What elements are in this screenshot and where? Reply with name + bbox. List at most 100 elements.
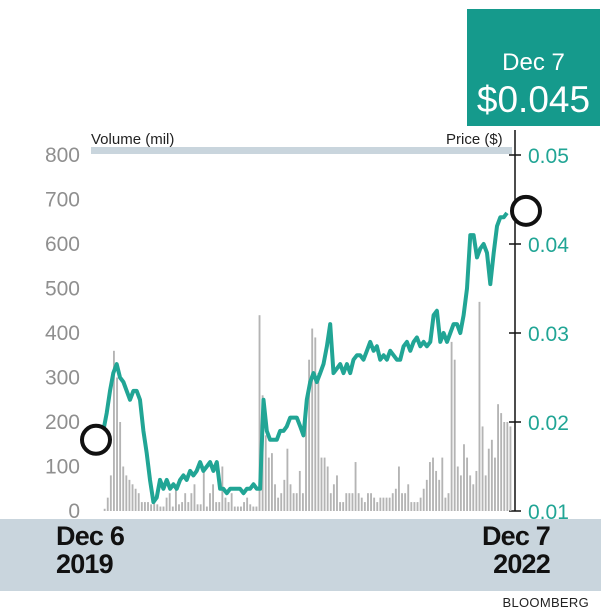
volume-bar: [428, 462, 431, 511]
price-tick-label: 0.04: [528, 234, 569, 257]
volume-bar: [125, 475, 128, 511]
volume-bar: [376, 502, 379, 511]
volume-bar: [249, 504, 252, 511]
volume-tick-label: 0: [68, 500, 80, 523]
volume-bar: [128, 479, 131, 511]
volume-bar: [317, 373, 320, 511]
volume-bar: [168, 493, 171, 511]
x-start-line1: Dec 6: [56, 521, 125, 551]
volume-bar: [345, 493, 348, 511]
volume-tick-label: 100: [45, 456, 80, 479]
volume-bar: [360, 497, 363, 511]
volume-bar: [271, 453, 273, 511]
volume-bar: [308, 359, 311, 511]
end-marker: [510, 194, 542, 227]
volume-bar: [453, 359, 456, 511]
x-end-label: Dec 7 2022: [470, 522, 551, 578]
volume-bar: [388, 497, 391, 511]
volume-bar: [382, 497, 385, 511]
volume-bar: [484, 475, 487, 511]
volume-bar: [230, 493, 233, 511]
volume-bar: [326, 466, 329, 511]
volume-bar: [227, 502, 230, 511]
x-start-line2: 2019: [56, 549, 114, 579]
volume-bar: [143, 502, 146, 511]
x-start-label: Dec 6 2019: [56, 521, 125, 579]
volume-bar: [367, 493, 369, 511]
volume-bar: [202, 470, 205, 511]
volume-bar: [404, 493, 407, 511]
volume-bar: [348, 493, 351, 511]
volume-bar: [320, 457, 323, 511]
volume-bar: [277, 497, 280, 511]
price-tick-labels: 0.01 0.02 0.03 0.04 0.05: [509, 145, 569, 524]
x-axis-band: [0, 519, 601, 591]
volume-bar: [357, 493, 360, 511]
volume-bar: [503, 422, 506, 511]
volume-bar: [311, 328, 314, 511]
volume-bar: [292, 493, 295, 511]
volume-axis-label: Volume (mil): [91, 131, 175, 148]
price-tick-label: 0.02: [528, 412, 569, 435]
volume-bar: [481, 426, 484, 511]
volume-bar: [506, 422, 509, 511]
volume-bar: [301, 493, 304, 511]
volume-bar: [240, 506, 242, 511]
volume-bar: [478, 301, 481, 511]
volume-tick-label: 700: [45, 189, 80, 212]
volume-bar: [401, 493, 403, 511]
volume-bar: [323, 457, 326, 511]
source-credit: BLOOMBERG: [502, 595, 589, 610]
volume-bar: [475, 470, 478, 511]
volume-bar: [456, 466, 459, 511]
price-tick-label: 0.05: [528, 145, 569, 168]
volume-bar: [295, 493, 298, 511]
volume-bar: [425, 479, 428, 511]
volume-bar: [205, 506, 208, 511]
volume-bar: [487, 448, 490, 511]
volume-bar: [233, 506, 236, 511]
volume-bar: [472, 484, 475, 511]
volume-bar: [187, 502, 190, 511]
volume-bar: [500, 413, 503, 511]
volume-bar: [156, 504, 159, 511]
volume-bar: [134, 488, 137, 511]
price-callout: Dec 7 $0.045: [467, 9, 600, 126]
volume-bar: [407, 484, 410, 511]
volume-bar: [370, 493, 372, 511]
callout-date: Dec 7: [502, 49, 565, 76]
volume-bar: [159, 506, 162, 511]
volume-bar: [283, 479, 286, 511]
volume-bar: [286, 448, 289, 511]
volume-bar: [212, 484, 214, 511]
volume-bar: [413, 502, 416, 511]
volume-bar: [243, 502, 245, 511]
volume-bar: [113, 350, 115, 511]
volume-tick-label: 500: [45, 278, 80, 301]
volume-bar: [255, 506, 258, 511]
volume-bar: [398, 466, 400, 511]
start-marker: [80, 423, 112, 456]
volume-bar: [469, 475, 472, 511]
volume-tick-label: 200: [45, 411, 80, 434]
volume-bar: [267, 457, 270, 511]
volume-bar: [252, 506, 255, 511]
volume-tick-label: 800: [45, 144, 80, 167]
volume-bar: [122, 466, 125, 511]
volume-bar: [162, 506, 165, 511]
volume-bar: [441, 457, 444, 511]
volume-bar: [497, 404, 499, 511]
volume-tick-label: 300: [45, 367, 80, 390]
volume-bar: [444, 497, 447, 511]
volume-bar: [196, 504, 199, 511]
volume-bar: [103, 508, 106, 511]
price-axis-label: Price ($): [446, 131, 503, 148]
volume-bar: [419, 497, 422, 511]
volume-bar: [394, 488, 397, 511]
volume-bar: [466, 457, 469, 511]
volume-bar: [373, 497, 376, 511]
volume-bar: [447, 493, 450, 511]
volume-bar: [140, 502, 143, 511]
volume-bar: [131, 484, 134, 511]
